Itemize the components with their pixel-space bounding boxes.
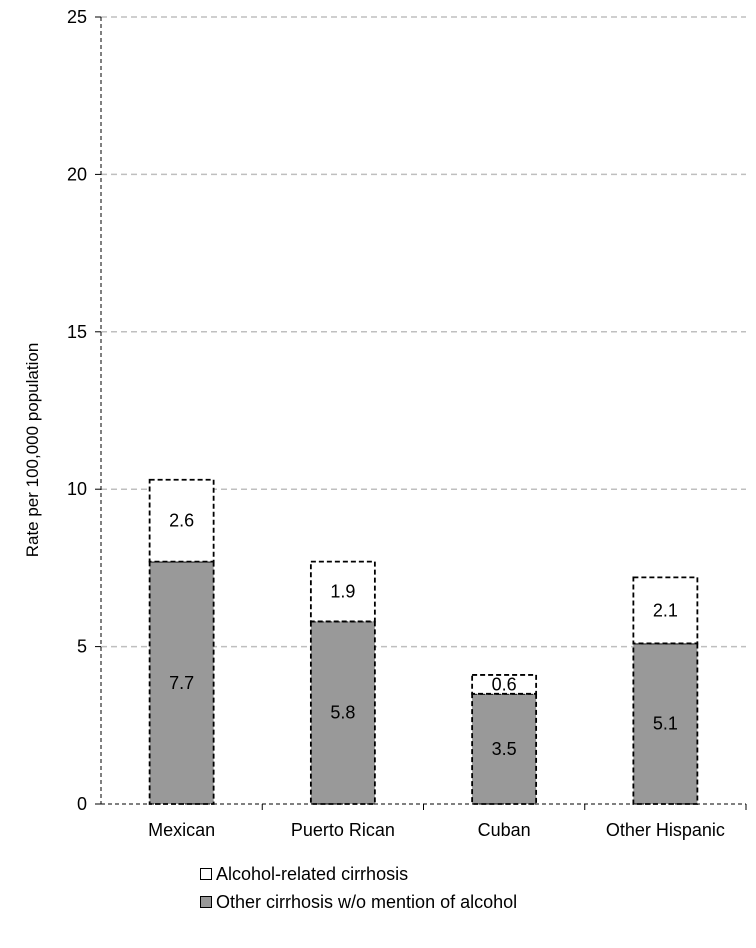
- y-tick-labels: 0 5 10 15 20 25: [67, 7, 87, 814]
- data-label: 7.7: [169, 673, 194, 693]
- data-label: 5.8: [330, 703, 355, 723]
- y-tick-label: 15: [67, 322, 87, 342]
- bar-alcohol-cirrhosis: [309, 560, 376, 623]
- legend-label-alcohol: Alcohol-related cirrhosis: [216, 864, 409, 884]
- legend-label-other: Other cirrhosis w/o mention of alcohol: [216, 892, 518, 912]
- data-label: 5.1: [653, 714, 678, 734]
- legend: Alcohol-related cirrhosis Other cirrhosi…: [200, 860, 517, 916]
- y-tick-label: 10: [67, 479, 87, 499]
- gridlines: [101, 16, 746, 648]
- x-tick-labels: Mexican Puerto Rican Cuban Other Hispanic: [148, 820, 725, 840]
- x-tick-label: Other Hispanic: [606, 820, 725, 840]
- x-tick-label: Cuban: [478, 820, 531, 840]
- data-labels: 7.7 2.6 5.8 1.9 3.5 0.6 5.1 2.1: [169, 511, 678, 759]
- legend-item-alcohol: Alcohol-related cirrhosis: [200, 860, 517, 888]
- legend-swatch-alcohol: [200, 868, 212, 880]
- bar-alcohol-cirrhosis: [471, 674, 538, 695]
- bar-alcohol-cirrhosis: [148, 478, 215, 563]
- bar-other-cirrhosis: [632, 642, 699, 805]
- bar-other-cirrhosis: [309, 620, 376, 805]
- bar-alcohol-cirrhosis: [632, 576, 699, 645]
- y-tick-label: 0: [77, 794, 87, 814]
- stacked-bar-chart: 0 5 10 15 20 25 Mexican Puerto Rican Cuban Other…: [23, 7, 747, 840]
- y-tick-label: 25: [67, 7, 87, 27]
- bars: [148, 478, 699, 805]
- legend-swatch-other: [200, 896, 212, 908]
- data-label: 2.1: [653, 600, 678, 620]
- y-tick-label: 5: [77, 637, 87, 657]
- legend-item-other: Other cirrhosis w/o mention of alcohol: [200, 888, 517, 916]
- y-axis-title: Rate per 100,000 population: [23, 343, 42, 558]
- y-tick-label: 20: [67, 164, 87, 184]
- x-tick-label: Puerto Rican: [291, 820, 395, 840]
- data-label: 2.6: [169, 511, 194, 531]
- axes: [95, 16, 747, 810]
- bar-other-cirrhosis: [148, 560, 215, 805]
- x-tick-label: Mexican: [148, 820, 215, 840]
- data-label: 3.5: [492, 739, 517, 759]
- data-label: 1.9: [330, 582, 355, 602]
- data-label: 0.6: [492, 674, 517, 694]
